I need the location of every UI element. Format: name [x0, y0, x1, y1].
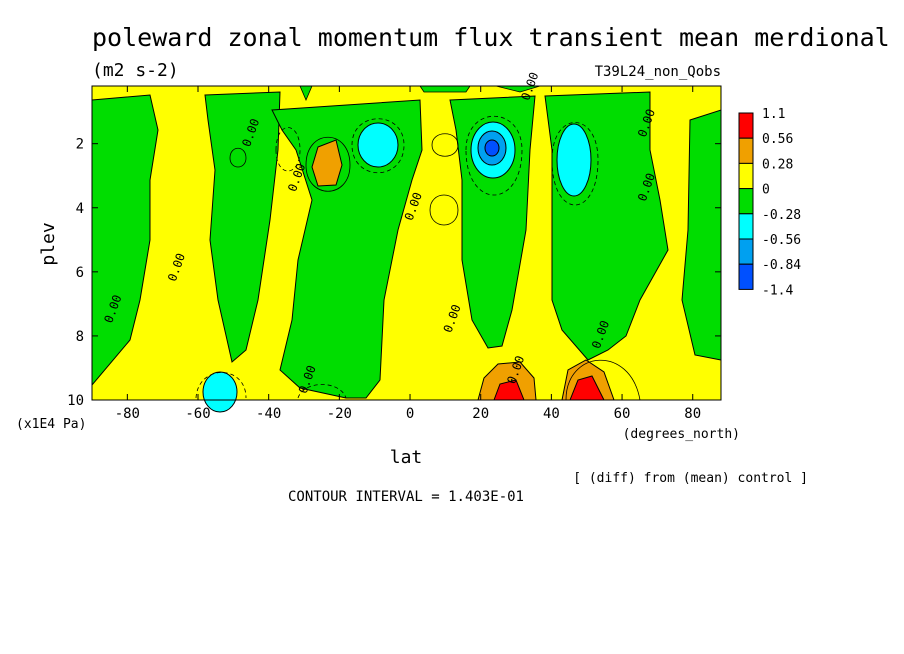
orange-region-sh20 — [311, 139, 343, 187]
contour-thin-nh12 — [431, 133, 459, 157]
contour-dashed-sh30 — [297, 384, 347, 399]
cyan-region-sh55 — [202, 371, 238, 413]
contour-dashed-sh8 — [351, 118, 405, 174]
cyan-region-nh48 — [556, 123, 592, 197]
colorbar-label: -0.56 — [762, 233, 801, 248]
x-axis-ticks: -80 -60 -40 -20 0 20 40 60 80 — [115, 86, 701, 422]
x-tick-label: -40 — [256, 406, 281, 422]
colorbar-label: 0 — [762, 183, 770, 198]
darkblue-region-nh25 — [484, 139, 500, 157]
positive-regions — [311, 139, 615, 401]
y-tick-label: 10 — [67, 393, 84, 409]
y-tick-label: 6 — [76, 265, 84, 281]
colorbar-swatch — [738, 137, 754, 164]
contour-dashed-sh55 — [195, 372, 247, 399]
y-tick-label: 2 — [76, 137, 84, 153]
x-tick-label: -20 — [327, 406, 352, 422]
y-axis-unit: (x1E4 Pa) — [16, 417, 86, 432]
colorbar-label: 1.1 — [762, 107, 785, 122]
colorbar-swatch — [738, 188, 754, 215]
colorbar-swatch — [738, 162, 754, 190]
colorbar-label: 0.56 — [762, 132, 793, 147]
contour-interval-label: CONTOUR INTERVAL = 1.403E-01 — [288, 489, 524, 505]
contour-dashed-nh25 — [465, 116, 523, 196]
colorbar-swatch — [738, 112, 754, 139]
top-fragment-2 — [419, 85, 471, 93]
y-tick-label: 8 — [76, 329, 84, 345]
colorbar-label: -0.28 — [762, 208, 801, 223]
y-axis-ticks: 2 4 6 8 10 — [67, 137, 721, 409]
colorbar-swatch — [738, 213, 754, 240]
x-tick-label: 0 — [406, 406, 414, 422]
x-tick-label: -60 — [185, 406, 210, 422]
x-axis-unit: (degrees_north) — [623, 427, 740, 442]
run-label: T39L24_non_Qobs — [595, 64, 721, 80]
x-tick-label: 60 — [614, 406, 631, 422]
colorbar-label: -0.84 — [762, 258, 801, 273]
contour-thin-nh55 — [565, 359, 641, 401]
footnote: [ (diff) from (mean) control ] — [573, 471, 808, 486]
x-tick-label: -80 — [115, 406, 140, 422]
colorbar-label: 0.28 — [762, 157, 793, 172]
contour-thin-sh75 — [229, 147, 247, 168]
colorbar-label: -1.4 — [762, 283, 793, 298]
y-axis-label: plev — [38, 222, 59, 265]
contour-thin-sh20 — [305, 137, 351, 192]
y-tick-label: 4 — [76, 201, 84, 217]
green-region-sh-far — [91, 94, 159, 387]
x-tick-label: 40 — [543, 406, 560, 422]
colorbar: 1.1 0.56 0.28 0 -0.28 -0.56 -0.84 -1.4 — [738, 107, 801, 298]
negative-regions — [202, 121, 592, 413]
x-axis-label: lat — [390, 447, 423, 468]
contour-lines — [195, 116, 641, 401]
plot-frame — [91, 85, 722, 401]
colorbar-swatch — [738, 238, 754, 265]
chart-title: poleward zonal momentum flux transient m… — [92, 23, 890, 52]
x-tick-label: 20 — [472, 406, 489, 422]
cyan-region-sh8 — [357, 122, 399, 168]
colorbar-swatch — [738, 263, 754, 290]
units-label: (m2 s-2) — [92, 60, 179, 81]
plot-area — [91, 85, 722, 413]
contour-thin-nh14 — [429, 194, 459, 226]
x-tick-label: 80 — [684, 406, 701, 422]
green-region-sh-mid — [204, 91, 281, 363]
